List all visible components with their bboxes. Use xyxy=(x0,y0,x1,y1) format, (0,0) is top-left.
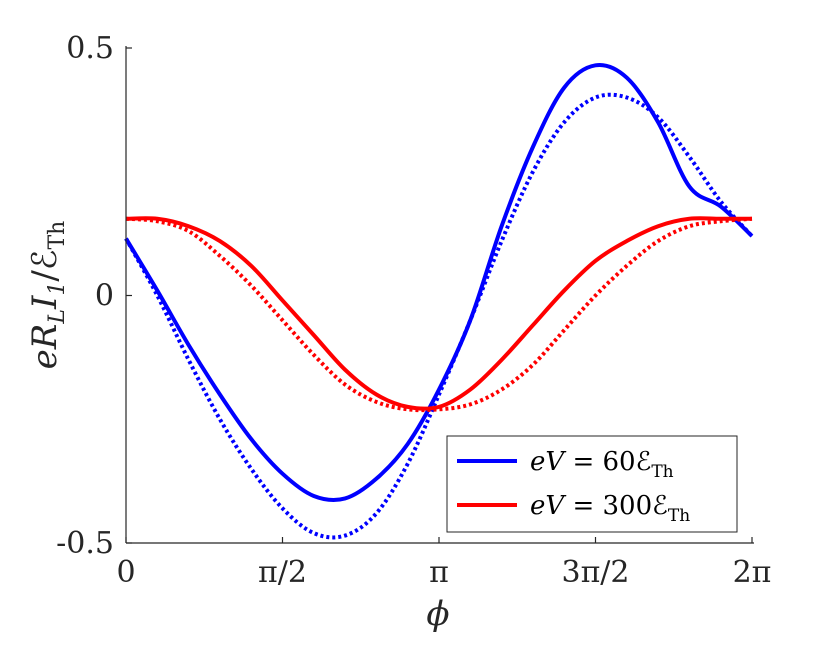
x-tick-label-2: π xyxy=(429,555,449,590)
legend-label-60: eV = 60ℰTh xyxy=(530,447,674,482)
legend-box xyxy=(446,435,738,533)
legend-label-300: eV = 300ℰTh xyxy=(530,491,690,526)
series-line-3-dotted xyxy=(125,216,753,413)
x-tick-label-3: 3π/2 xyxy=(562,555,630,590)
x-tick-label-4: 2π xyxy=(733,555,772,590)
series-line-2-solid xyxy=(125,216,752,411)
axes xyxy=(125,46,754,544)
y-axis-label: eRLI1/ℰTh xyxy=(25,221,70,370)
y-tick-label-1: 0 xyxy=(95,279,114,314)
x-axis-label: ϕ xyxy=(426,594,449,634)
legend: eV = 60ℰTh eV = 300ℰTh xyxy=(446,435,738,533)
x-tick-label-0: 0 xyxy=(116,555,135,590)
y-tick-label-0: -0.5 xyxy=(56,526,114,561)
ticks: 0 π/2 π 3π/2 2π-0.500.5 xyxy=(56,31,771,590)
plot-lines xyxy=(124,62,754,540)
y-tick-label-2: 0.5 xyxy=(66,31,114,66)
x-tick-label-1: π/2 xyxy=(258,555,307,590)
series-line-1-dotted xyxy=(124,92,754,540)
series-line-0-solid xyxy=(124,62,754,503)
